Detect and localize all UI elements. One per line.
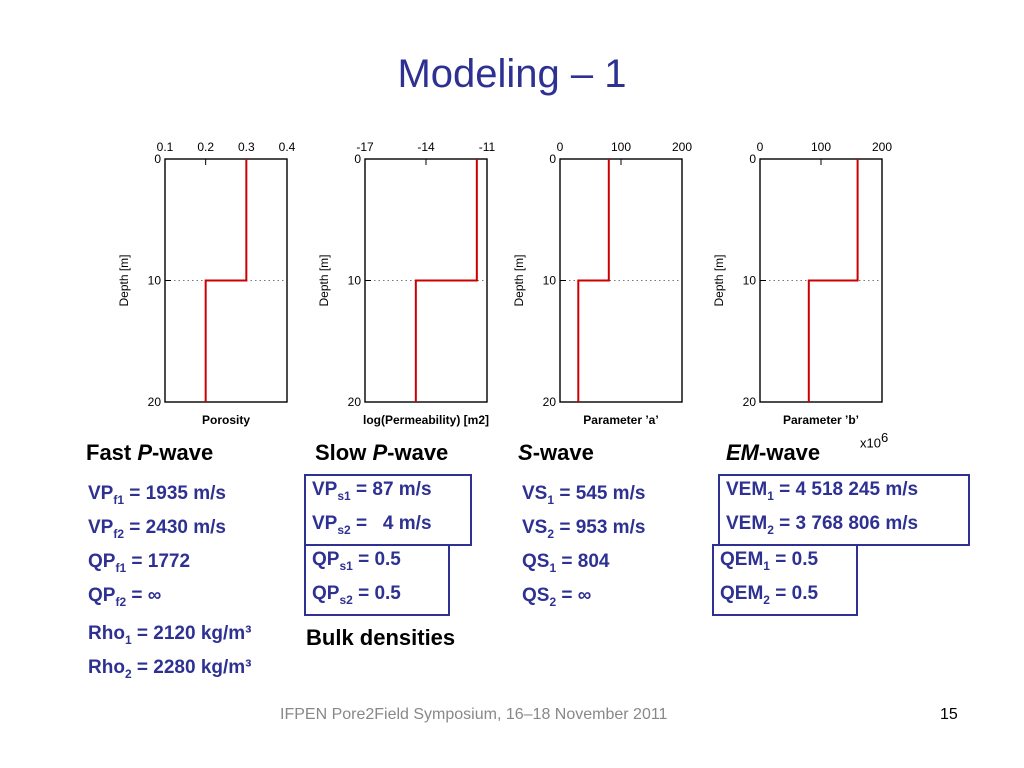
qs1: QS1 = 804 [522,551,610,575]
qs2: QS2 = ∞ [522,584,592,609]
slow-quality-box: QPs1 = 0.5 QPs2 = 0.5 [304,544,450,616]
profile-curve [807,159,859,402]
permeability-plot: -17 -14 -11 0 10 20 Depth [m] log(Permeability)… [317,140,496,427]
vpf1: VPf1 = 1935 m/s [88,483,226,507]
qem1: QEM1 = 0.5 [720,549,819,573]
y-tick-label: 10 [348,274,362,288]
vs2: VS2 = 953 m/s [522,516,646,541]
y-tick-label: 20 [543,395,557,409]
vem1: VEM1 = 4 518 245 m/s [726,479,919,503]
page-number: 15 [940,706,958,723]
em-velocities-box: VEM1 = 4 518 245 m/s VEM2 = 3 768 806 m/… [718,474,970,546]
s-quality: QS1 = 804 QS2 = ∞ [522,548,610,616]
y-tick-label: 20 [348,395,362,409]
em-quality-box: QEM1 = 0.5 QEM2 = 0.5 [712,544,858,616]
y-axis-label: Depth [m] [317,254,331,306]
qps1: QPs1 = 0.5 [312,549,401,573]
qem2: QEM2 = 0.5 [720,582,819,607]
y-axis-label: Depth [m] [117,254,131,306]
x-tick-label: 0 [757,140,764,154]
y-tick-label: 0 [749,152,756,166]
slide-title: Modeling – 1 [397,52,627,96]
x-axis-label: Porosity [202,413,250,427]
parameter-b-plot: 0 100 200 0 10 20 Depth [m] Parameter ’b’ [712,140,892,427]
x-tick-label: -11 [479,140,496,154]
y-tick-label: 20 [148,395,162,409]
s-velocities: VS1 = 545 m/s VS2 = 953 m/s [522,480,645,548]
y-tick-label: 10 [743,274,757,288]
x-tick-label: 0.1 [157,140,174,154]
x-tick-label: 0.2 [197,140,214,154]
x-axis-label: Parameter ’a’ [583,413,658,427]
fast-velocities: VPf1 = 1935 m/s VPf2 = 2430 m/s [88,480,226,548]
y-tick-label: 0 [549,152,556,166]
y-tick-label: 10 [543,274,557,288]
fast-p-wave-heading: Fast P-wave [86,440,214,465]
x10-multiplier: x106 [860,430,889,451]
x-tick-label: 100 [811,140,831,154]
qpf2: QPf2 = ∞ [88,584,162,609]
x-tick-label: 200 [872,140,892,154]
porosity-plot: 0.1 0.2 0.3 0.4 0 10 20 Depth [m] Porosity [117,140,296,427]
y-axis-label: Depth [m] [712,254,726,306]
vs1: VS1 = 545 m/s [522,483,646,507]
fast-quality: QPf1 = 1772 QPf2 = ∞ [88,548,190,616]
bulk-densities-label: Bulk densities [306,625,456,650]
y-axis-label: Depth [m] [512,254,526,306]
vem2: VEM2 = 3 768 806 m/s [726,512,919,537]
y-tick-label: 10 [148,274,162,288]
x-tick-label: 0.3 [238,140,255,154]
x-axis-label: Parameter ’b’ [783,413,859,427]
footer-text: IFPEN Pore2Field Symposium, 16–18 Novemb… [280,706,668,723]
vpf2: VPf2 = 2430 m/s [88,516,226,541]
s-wave-heading: S-wave [518,440,594,465]
x-tick-label: 0 [557,140,564,154]
x-tick-label: -17 [356,140,374,154]
x-tick-label: 0.4 [279,140,296,154]
slow-p-wave-heading: Slow P-wave [315,440,449,465]
densities: Rho1 = 2120 kg/m³ Rho2 = 2280 kg/m³ [88,620,252,688]
rho1: Rho1 = 2120 kg/m³ [88,623,252,647]
y-tick-label: 0 [154,152,161,166]
profile-curve [414,159,478,402]
x-tick-label: -14 [417,140,435,154]
x-axis-label: log(Permeability) [m2] [363,413,489,427]
slow-velocities-box: VPs1 = 87 m/s VPs2 = 4 m/s [304,474,472,546]
qps2: QPs2 = 0.5 [312,582,401,607]
em-wave-heading: EM-wave [726,440,821,465]
y-tick-label: 0 [354,152,361,166]
qpf1: QPf1 = 1772 [88,551,191,575]
y-tick-label: 20 [743,395,757,409]
vps1: VPs1 = 87 m/s [312,479,432,503]
profile-curve [577,159,610,402]
profile-curve [204,159,248,402]
x-tick-label: 200 [672,140,692,154]
parameter-a-plot: 0 100 200 0 10 20 Depth [m] Parameter ’a’ [512,140,692,427]
vps2: VPs2 = 4 m/s [312,512,432,537]
x-tick-label: 100 [611,140,631,154]
rho2: Rho2 = 2280 kg/m³ [88,656,252,681]
